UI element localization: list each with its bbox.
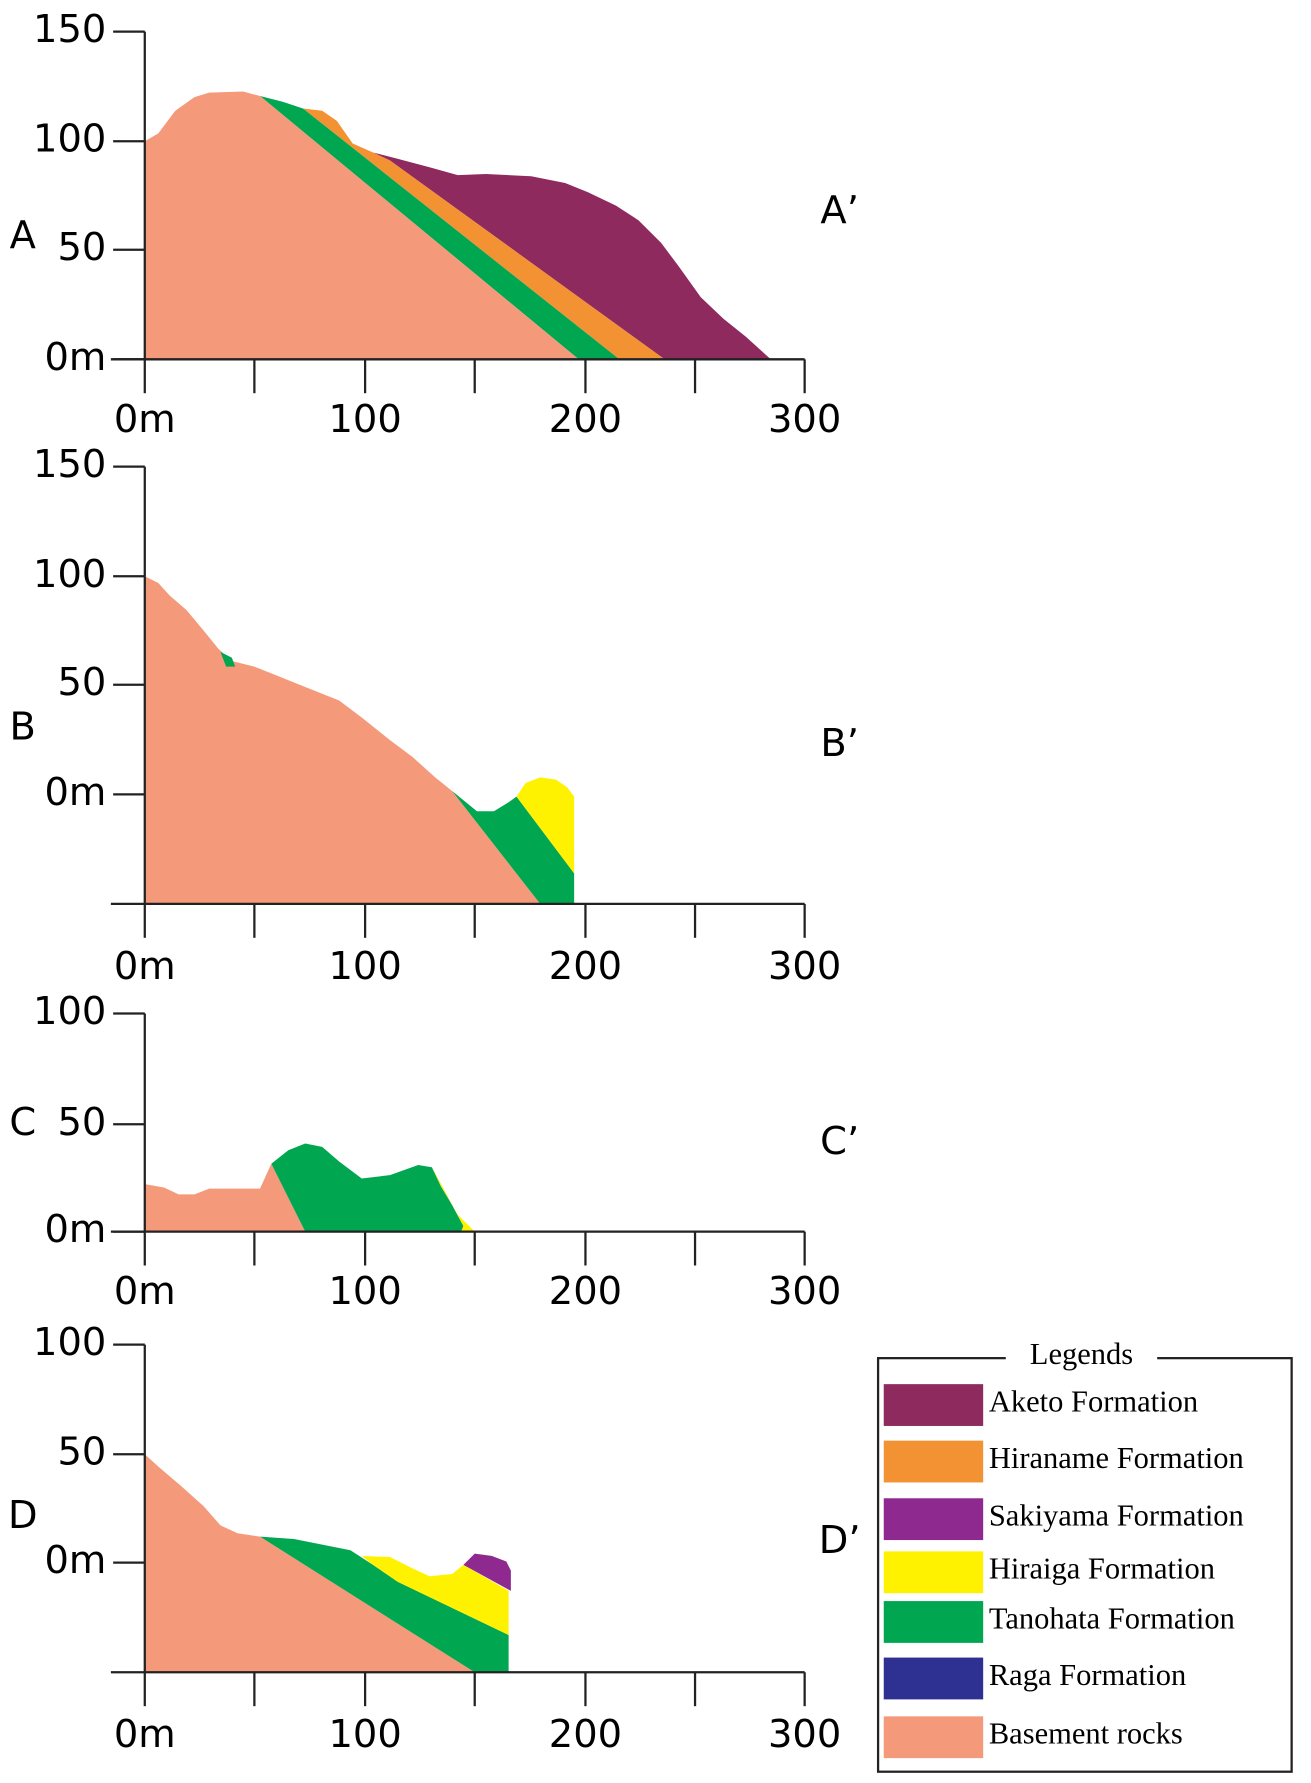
x-tick-label: 300 [768, 1269, 841, 1314]
x-tick-label: 300 [768, 397, 841, 442]
section-label-left: C [9, 1100, 36, 1145]
basement [144, 91, 579, 360]
section-a-shapes [144, 91, 771, 360]
legend-swatch [883, 1601, 984, 1643]
y-tick-label: 0m [45, 335, 107, 380]
section-label-left: A [10, 213, 36, 258]
section-label-left: D [8, 1493, 38, 1538]
legend-title-bg [1005, 1340, 1158, 1374]
section-label-right: C’ [820, 1119, 859, 1164]
sakiyama [463, 1553, 511, 1591]
basement [144, 1454, 475, 1673]
x-tick-label: 100 [328, 944, 401, 989]
x-tick-label: 200 [549, 1269, 622, 1314]
legend-label: Tanohata Formation [989, 1601, 1235, 1635]
tanohata [271, 1143, 464, 1232]
x-tick-label: 200 [549, 944, 622, 989]
x-tick-label: 300 [768, 1712, 841, 1757]
tanohata [435, 777, 575, 904]
y-tick-label: 50 [57, 1100, 106, 1145]
y-tick-label: 50 [57, 660, 106, 705]
tanohata [260, 96, 620, 360]
basement [144, 1163, 306, 1232]
legend-swatch [883, 1440, 984, 1483]
legend-label: Basement rocks [989, 1717, 1183, 1751]
basement [144, 576, 541, 904]
y-tick-label: 0m [45, 1538, 107, 1583]
y-tick-label: 100 [33, 989, 106, 1034]
hiraiga [516, 777, 575, 874]
legend-swatch [883, 1498, 984, 1541]
section-c-shapes [144, 1143, 475, 1232]
y-tick-label: 100 [33, 1320, 106, 1365]
section-d-shapes [144, 1454, 511, 1673]
section-b-shapes [144, 576, 575, 904]
x-tick-label: 0m [114, 397, 176, 442]
x-tick-label: 100 [328, 1712, 401, 1757]
legend-swatch [883, 1384, 984, 1426]
x-tick-label: 0m [114, 1712, 176, 1757]
x-tick-label: 200 [549, 1712, 622, 1757]
x-tick-label: 200 [549, 397, 622, 442]
y-tick-label: 0m [45, 1207, 107, 1252]
hiraiga [361, 1555, 509, 1635]
y-tick-label: 50 [57, 1430, 106, 1475]
section-label-right: B’ [820, 721, 859, 766]
aketo [373, 152, 771, 360]
legend-label: Aketo Formation [989, 1384, 1198, 1418]
legend-label: Hiraname Formation [989, 1441, 1244, 1475]
y-tick-label: 50 [57, 225, 106, 270]
x-tick-label: 0m [114, 944, 176, 989]
y-tick-label: 150 [33, 7, 106, 52]
legend-label: Sakiyama Formation [989, 1499, 1244, 1533]
x-tick-label: 100 [328, 1269, 401, 1314]
legend-label: Hiraiga Formation [989, 1552, 1215, 1586]
section-label-right: A’ [820, 188, 858, 233]
tanohata [260, 1536, 509, 1673]
y-tick-label: 100 [33, 552, 106, 597]
legend: Legends [876, 1337, 1293, 1773]
legend-swatch [883, 1551, 984, 1594]
section-label-left: B [10, 704, 36, 749]
legend-title: Legends [1030, 1337, 1133, 1371]
y-tick-label: 0m [45, 770, 107, 815]
y-tick-label: 100 [33, 117, 106, 162]
x-tick-label: 0m [114, 1269, 176, 1314]
legend-swatch [883, 1657, 984, 1700]
section-label-right: D’ [819, 1518, 861, 1563]
hiraname [302, 108, 665, 360]
legend-swatch [883, 1716, 984, 1759]
x-tick-label: 300 [768, 944, 841, 989]
legend-label: Raga Formation [989, 1658, 1186, 1692]
y-tick-label: 150 [33, 442, 106, 487]
x-tick-label: 100 [328, 397, 401, 442]
tanohata [220, 651, 236, 667]
